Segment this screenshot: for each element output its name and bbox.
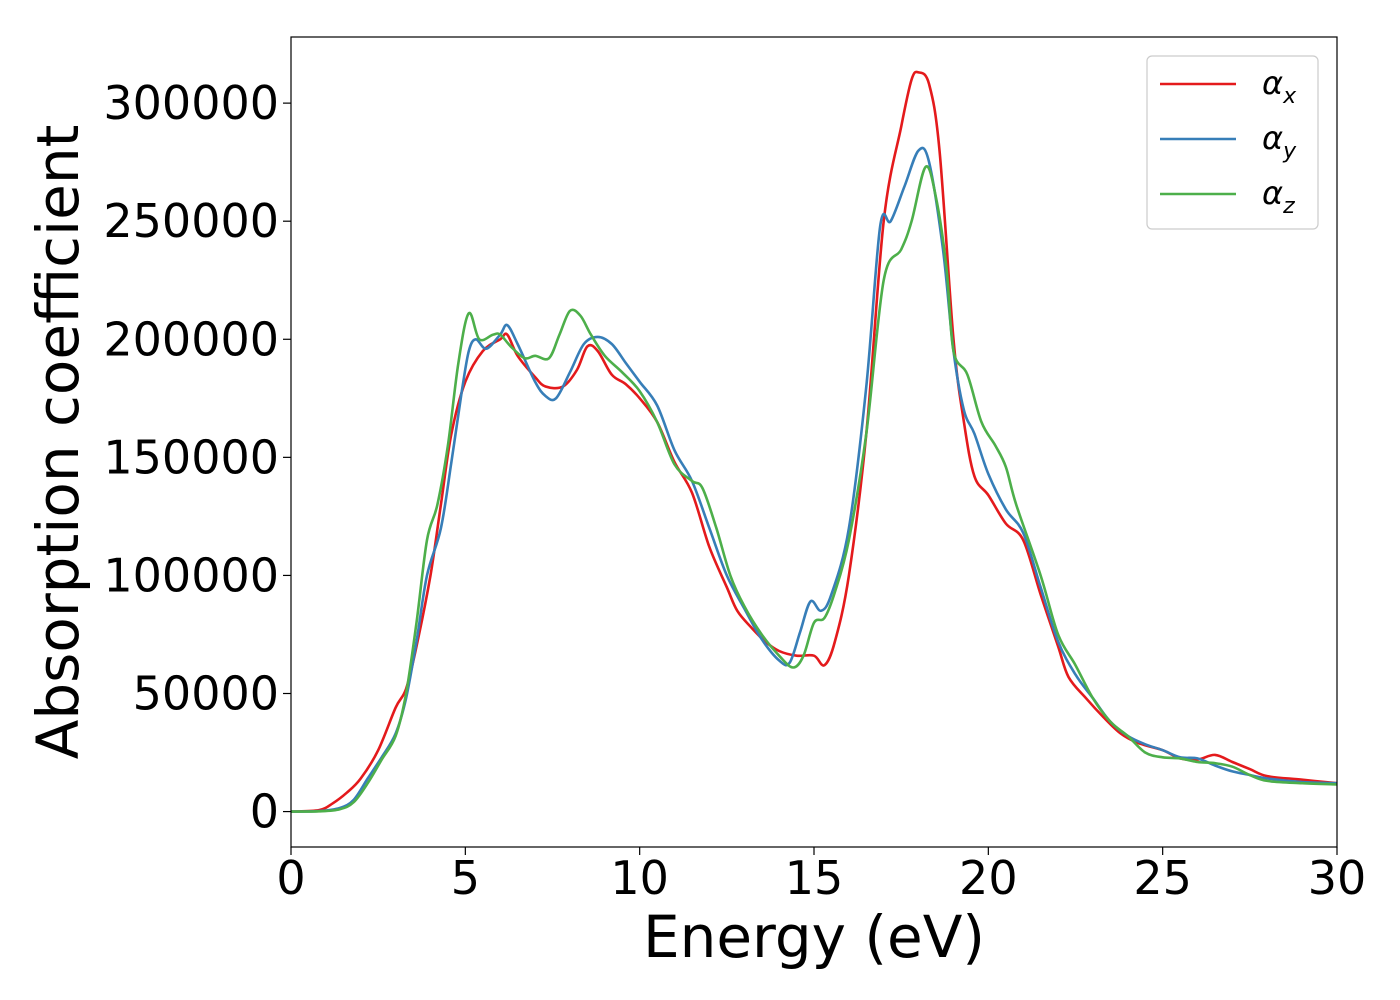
series-line-x	[291, 70, 1337, 813]
legend-frame	[1146, 55, 1319, 230]
series-line-z	[291, 165, 1337, 813]
y-tick-label: 300000	[103, 76, 279, 130]
y-tick-label: 50000	[133, 667, 279, 721]
x-tick-label: 20	[959, 851, 1018, 905]
y-tick-label: 200000	[103, 312, 279, 366]
y-axis-label: Absorption coefficient	[24, 125, 92, 760]
y-axis: 0 50000 100000 150000 200000 250000 300000	[103, 76, 291, 839]
x-tick-label: 30	[1308, 851, 1367, 905]
y-tick-label: 100000	[103, 548, 279, 602]
y-tick-label: 0	[250, 785, 279, 839]
series-layer	[291, 70, 1337, 813]
x-tick-label: 25	[1133, 851, 1192, 905]
y-tick-label: 150000	[103, 430, 279, 484]
x-tick-label: 10	[610, 851, 669, 905]
x-tick-label: 15	[785, 851, 844, 905]
x-axis-label: Energy (eV)	[643, 903, 985, 971]
x-tick-label: 0	[276, 851, 305, 905]
y-tick-label: 250000	[103, 194, 279, 248]
x-axis: 0 5 10 15 20 25 30	[276, 847, 1366, 905]
x-tick-label: 5	[451, 851, 480, 905]
